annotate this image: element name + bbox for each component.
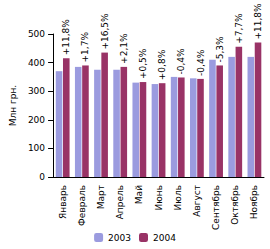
svg-text:-5,3%: -5,3% bbox=[215, 36, 225, 63]
svg-text:400: 400 bbox=[28, 58, 45, 68]
svg-text:500: 500 bbox=[28, 29, 45, 39]
svg-text:Март: Март bbox=[96, 185, 106, 209]
svg-text:+7,7%: +7,7% bbox=[234, 13, 244, 44]
svg-text:Июнь: Июнь bbox=[154, 185, 164, 211]
svg-text:Октябрь: Октябрь bbox=[230, 185, 240, 225]
svg-text:Июль: Июль bbox=[173, 185, 183, 210]
svg-text:+0,8%: +0,8% bbox=[157, 49, 167, 80]
svg-text:-0,4%: -0,4% bbox=[196, 49, 206, 76]
svg-text:2003: 2003 bbox=[108, 233, 131, 243]
svg-text:Апрель: Апрель bbox=[115, 185, 125, 219]
svg-text:Ноябрь: Ноябрь bbox=[249, 185, 259, 219]
svg-text:Февраль: Февраль bbox=[77, 185, 87, 226]
svg-text:100: 100 bbox=[28, 143, 45, 153]
svg-text:Январь: Январь bbox=[58, 185, 68, 219]
svg-text:300: 300 bbox=[28, 86, 45, 96]
svg-text:Август: Август bbox=[192, 185, 202, 217]
svg-text:0: 0 bbox=[39, 172, 45, 182]
svg-text:+11,8%: +11,8% bbox=[61, 19, 71, 56]
svg-text:2004: 2004 bbox=[153, 233, 176, 243]
svg-text:Млн грн.: Млн грн. bbox=[8, 85, 18, 126]
svg-text:Май: Май bbox=[134, 185, 144, 204]
svg-text:200: 200 bbox=[28, 115, 45, 125]
svg-text:-0,4%: -0,4% bbox=[176, 48, 186, 75]
svg-text:+11,8%: +11,8% bbox=[253, 3, 263, 40]
svg-text:+2,1%: +2,1% bbox=[119, 33, 129, 64]
svg-text:+0,5%: +0,5% bbox=[138, 48, 148, 79]
svg-text:+16,5%: +16,5% bbox=[100, 13, 110, 50]
svg-text:Сентябрь: Сентябрь bbox=[211, 185, 221, 230]
svg-text:+1,7%: +1,7% bbox=[80, 32, 90, 63]
